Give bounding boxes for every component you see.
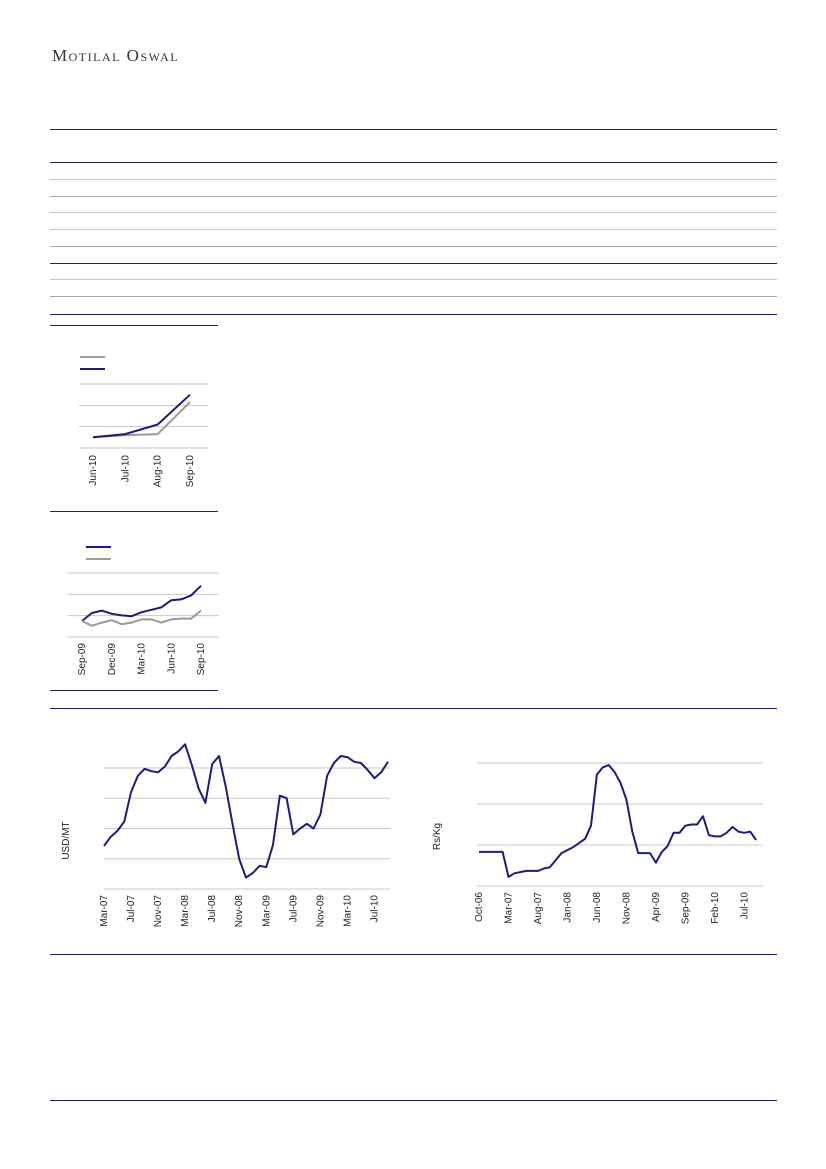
x-tick-label: Sep-09 — [77, 643, 88, 676]
x-tick-label: Jun-08 — [592, 892, 603, 923]
x-tick-label: Nov-07 — [153, 895, 164, 928]
x-tick-label: Mar-07 — [503, 892, 514, 924]
table-bottom-rule — [50, 314, 777, 315]
table-header-rule — [50, 162, 777, 163]
series-line — [479, 764, 757, 878]
x-tick-label: Jul-10 — [739, 892, 750, 920]
series-line — [103, 743, 389, 879]
x-tick-label: Jan-08 — [562, 892, 573, 923]
table-row-rule — [50, 212, 777, 213]
x-tick-label: Jul-07 — [126, 895, 137, 923]
x-tick-label: Aug-10 — [153, 455, 164, 488]
chart2-top-rule — [50, 511, 218, 512]
table-row-rule — [50, 279, 777, 280]
x-tick-label: Oct-06 — [474, 892, 485, 922]
x-tick-label: Mar-09 — [261, 895, 272, 927]
x-tick-label: Apr-09 — [651, 892, 662, 922]
chart1-top-rule — [50, 325, 218, 326]
x-tick-label: Mar-07 — [99, 895, 110, 927]
x-tick-label: Jul-10 — [369, 895, 380, 923]
table-row-rule — [50, 196, 777, 197]
series-line — [92, 393, 191, 439]
table-row-rule — [50, 296, 777, 297]
series-line — [81, 585, 202, 622]
x-tick-label: Mar-10 — [342, 895, 353, 927]
x-tick-label: Mar-10 — [137, 643, 148, 675]
x-tick-label: Sep-09 — [680, 892, 691, 925]
footer-rule — [50, 1100, 777, 1101]
x-tick-label: Mar-08 — [180, 895, 191, 927]
x-tick-label: Jun-10 — [166, 643, 177, 674]
table-row-rule — [50, 229, 777, 230]
table-top-rule — [50, 129, 777, 130]
y-axis-label: USD/MT — [61, 821, 72, 859]
brand-logo: Motilal Oswal — [52, 46, 180, 65]
x-tick-label: Nov-08 — [621, 892, 632, 925]
bottom-charts-top-rule — [50, 708, 777, 709]
table-row-rule — [50, 246, 777, 247]
x-tick-label: Jun-10 — [88, 455, 99, 486]
x-tick-label: Nov-09 — [315, 895, 326, 928]
x-tick-label: Feb-10 — [710, 892, 721, 924]
x-tick-label: Sep-10 — [196, 643, 207, 676]
chart2-bottom-rule — [50, 690, 218, 691]
x-tick-label: Nov-08 — [234, 895, 245, 928]
x-tick-label: Jul-08 — [207, 895, 218, 923]
x-tick-label: Aug-07 — [533, 892, 544, 925]
x-tick-label: Sep-10 — [185, 455, 196, 488]
x-tick-label: Dec-09 — [107, 643, 118, 676]
table-row-rule — [50, 263, 777, 264]
table-row-rule — [50, 179, 777, 180]
y-axis-label: Rs/Kg — [432, 823, 443, 850]
x-tick-label: Jul-10 — [120, 455, 131, 483]
x-tick-label: Jul-09 — [288, 895, 299, 923]
bottom-charts-bottom-rule — [50, 954, 777, 955]
series-line — [81, 609, 202, 627]
